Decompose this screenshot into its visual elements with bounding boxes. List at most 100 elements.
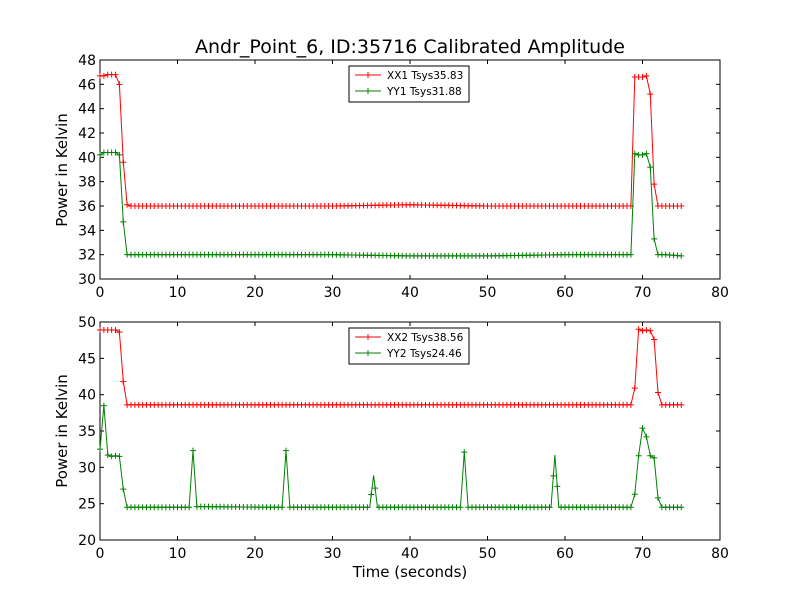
x-tick-label: 10 — [169, 285, 187, 301]
data-point — [283, 447, 289, 454]
y-tick-label: 45 — [78, 351, 96, 367]
bottom-y-axis-label: Power in Kelvin — [53, 374, 71, 488]
legend: XX2 Tsys38.56 YY2 Tsys24.46 — [348, 327, 470, 365]
x-tick-label: 30 — [324, 546, 342, 562]
data-point — [116, 151, 123, 158]
y-tick-label: 30 — [78, 272, 96, 288]
data-point — [116, 81, 123, 88]
x-tick-label: 60 — [556, 285, 574, 301]
data-point — [124, 201, 131, 208]
legend-marker — [365, 350, 371, 356]
data-point — [655, 494, 661, 501]
y-tick-label: 42 — [78, 126, 96, 142]
data-point — [120, 378, 127, 385]
chart-title: Andr_Point_6, ID:35716 Calibrated Amplit… — [195, 36, 625, 58]
data-point — [97, 151, 103, 158]
x-tick-label: 50 — [479, 546, 497, 562]
series-line — [99, 405, 682, 508]
x-tick-label: 30 — [324, 285, 342, 301]
data-point — [554, 483, 561, 490]
data-point — [643, 150, 650, 157]
data-point — [368, 491, 375, 498]
y-tick-label: 40 — [78, 388, 96, 404]
data-point — [120, 159, 127, 166]
data-point — [651, 336, 658, 343]
legend-label: XX1 Tsys35.83 — [387, 70, 463, 82]
x-tick-label: 80 — [711, 285, 729, 301]
legend-marker — [365, 334, 371, 340]
data-point — [678, 203, 685, 209]
data-point — [186, 504, 193, 511]
bottom-panel: 0 10 20 30 40 50 60 70 80 20 25 30 35 40 45 50 XX2 Tsys3… — [78, 315, 729, 562]
data-point — [112, 149, 119, 156]
x-tick-label: 20 — [246, 285, 264, 301]
x-tick-label: 0 — [96, 285, 105, 301]
top-panel: 0 10 20 30 40 50 60 70 80 30 32 34 36 38 40 42 44 46 48 XX1… — [78, 53, 729, 301]
x-tick-label: 70 — [634, 285, 652, 301]
data-point — [364, 504, 371, 511]
data-point — [647, 164, 654, 171]
legend-marker — [365, 72, 371, 78]
data-point — [461, 449, 468, 456]
y-tick-label: 36 — [78, 199, 96, 215]
data-point — [647, 327, 654, 334]
data-point — [550, 472, 557, 479]
data-point — [639, 151, 646, 158]
x-tick-label: 10 — [169, 546, 187, 562]
y-tick-label: 25 — [78, 497, 96, 513]
data-point — [678, 504, 685, 511]
y-tick-label: 44 — [78, 102, 96, 118]
data-point — [639, 425, 646, 432]
data-point — [100, 72, 107, 79]
y-tick-label: 35 — [78, 424, 96, 440]
data-point — [651, 181, 658, 188]
data-point — [372, 485, 379, 492]
y-tick-label: 20 — [78, 533, 96, 549]
y-tick-label: 32 — [78, 248, 96, 264]
data-point — [643, 72, 650, 79]
legend-box — [348, 65, 470, 103]
x-tick-label: 0 — [96, 546, 105, 562]
data-point — [546, 504, 553, 511]
data-point — [639, 327, 646, 334]
data-point — [639, 74, 646, 81]
x-tick-label: 40 — [401, 546, 419, 562]
data-point — [116, 329, 123, 336]
data-point — [120, 486, 127, 493]
data-point — [647, 452, 654, 459]
data-point — [627, 401, 634, 408]
data-point — [457, 504, 464, 511]
data-point — [631, 385, 638, 392]
data-point — [100, 402, 107, 409]
data-point — [190, 447, 196, 454]
data-point — [651, 454, 658, 461]
top-y-axis-label: Power in Kelvin — [53, 113, 71, 227]
data-point — [627, 251, 634, 258]
legend-label: YY2 Tsys24.46 — [386, 348, 462, 360]
data-point — [279, 504, 286, 511]
x-axis-label: Time (seconds) — [352, 563, 468, 581]
y-tick-label: 50 — [78, 315, 96, 331]
data-point — [631, 491, 638, 498]
data-point — [116, 453, 123, 460]
x-tick-label: 40 — [401, 285, 419, 301]
legend-marker — [365, 88, 371, 94]
legend-label: YY1 Tsys31.88 — [386, 86, 462, 98]
y-tick-label: 38 — [78, 175, 96, 191]
x-tick-label: 20 — [246, 546, 264, 562]
data-point — [635, 452, 642, 459]
series-markers — [97, 402, 685, 511]
data-point — [112, 452, 119, 459]
data-point — [120, 218, 127, 225]
data-point — [97, 446, 103, 453]
series-markers — [97, 326, 685, 408]
data-point — [627, 504, 634, 511]
data-point — [643, 433, 650, 440]
y-tick-label: 34 — [78, 223, 96, 239]
y-tick-label: 40 — [78, 150, 96, 166]
x-tick-label: 60 — [556, 546, 574, 562]
data-point — [112, 326, 119, 333]
x-tick-label: 50 — [479, 285, 497, 301]
legend-box — [348, 327, 470, 365]
